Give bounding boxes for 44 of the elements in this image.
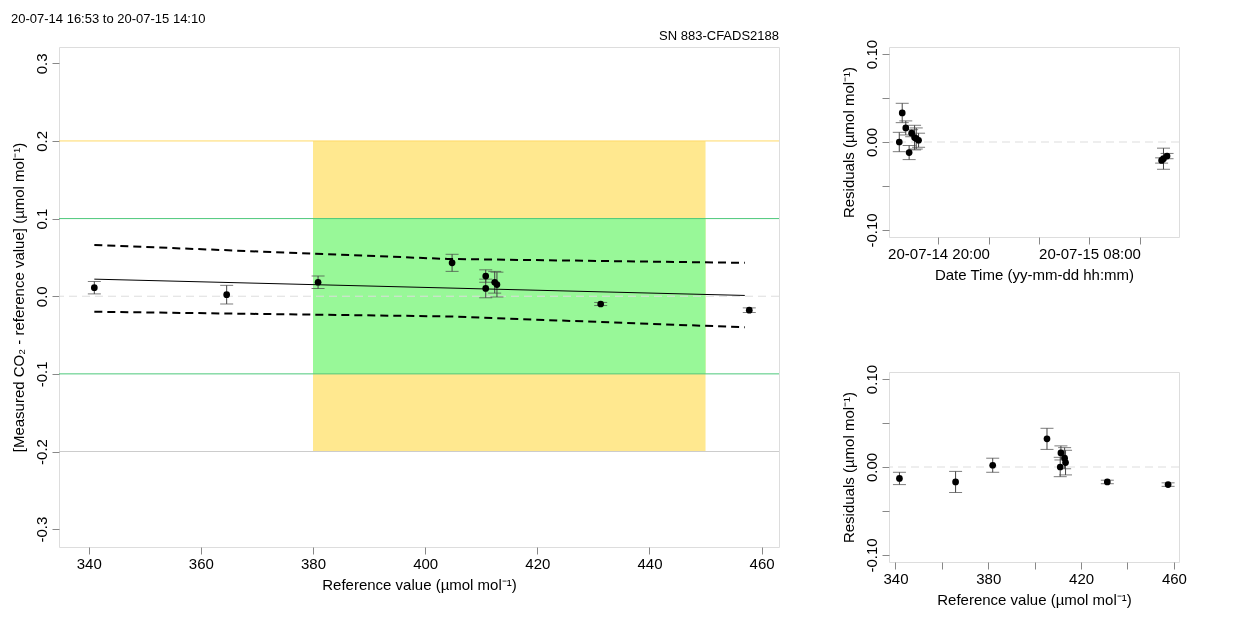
x-tick-label: 380: [976, 569, 1002, 587]
y-tick-label: -0.10: [862, 538, 880, 573]
x-tick-label: 340: [883, 569, 909, 587]
y-axis-title: [Measured CO₂ - reference value] (µmol mol⁻¹): [9, 142, 27, 453]
y-tick-label: -0.3: [32, 516, 50, 543]
x-tick-label: 20-07-15 08:00: [1039, 244, 1141, 262]
point: [90, 284, 98, 292]
x-tick-label: 380: [301, 554, 327, 572]
point: [448, 259, 456, 267]
y-tick-label: -0.10: [862, 213, 880, 248]
y-tick-label: -0.2: [32, 439, 50, 465]
y-tick-label: 0.00: [862, 452, 880, 483]
x-axis-title: Date Time (yy-mm-dd hh:mm): [934, 265, 1135, 283]
y-tick-label: 0.10: [862, 364, 880, 395]
x-tick-label: 420: [1069, 569, 1095, 587]
x-axis-title: Reference value (µmol mol⁻¹): [322, 575, 517, 593]
y-axis-title: Residuals (µmol mol⁻¹): [839, 66, 857, 219]
point: [1057, 449, 1065, 457]
x-tick-label: 460: [749, 554, 775, 572]
y-tick-label: -0.1: [32, 361, 50, 388]
y-axis-title: Residuals (µmol mol⁻¹): [839, 391, 857, 544]
point: [1062, 459, 1069, 466]
point: [223, 291, 231, 299]
x-axis-title: Reference value (µmol mol⁻¹): [937, 590, 1132, 608]
point: [1043, 435, 1051, 443]
point: [989, 461, 997, 469]
x-tick-label: 420: [525, 554, 551, 572]
x-tick-label: 400: [413, 554, 439, 572]
point: [1056, 463, 1064, 471]
x-tick-label: 460: [1161, 569, 1187, 587]
y-tick-label: 0.0: [32, 286, 50, 308]
x-tick-label: 340: [76, 554, 102, 572]
y-tick-label: 0.3: [32, 53, 50, 75]
chart-title: 20-07-14 16:53 to 20-07-15 14:10: [11, 11, 206, 26]
point: [952, 478, 959, 486]
text: SN 883-CFADS2188: [659, 28, 779, 43]
y-tick-label: 0.2: [32, 131, 50, 152]
x-tick-label: 440: [637, 554, 663, 572]
x-tick-label: 360: [188, 554, 214, 572]
y-tick-label: 0.10: [862, 39, 880, 70]
point: [896, 475, 903, 482]
y-tick-label: 0.1: [32, 208, 50, 230]
y-tick-label: 0.00: [862, 127, 880, 158]
x-tick-label: 20-07-14 20:00: [888, 244, 990, 262]
